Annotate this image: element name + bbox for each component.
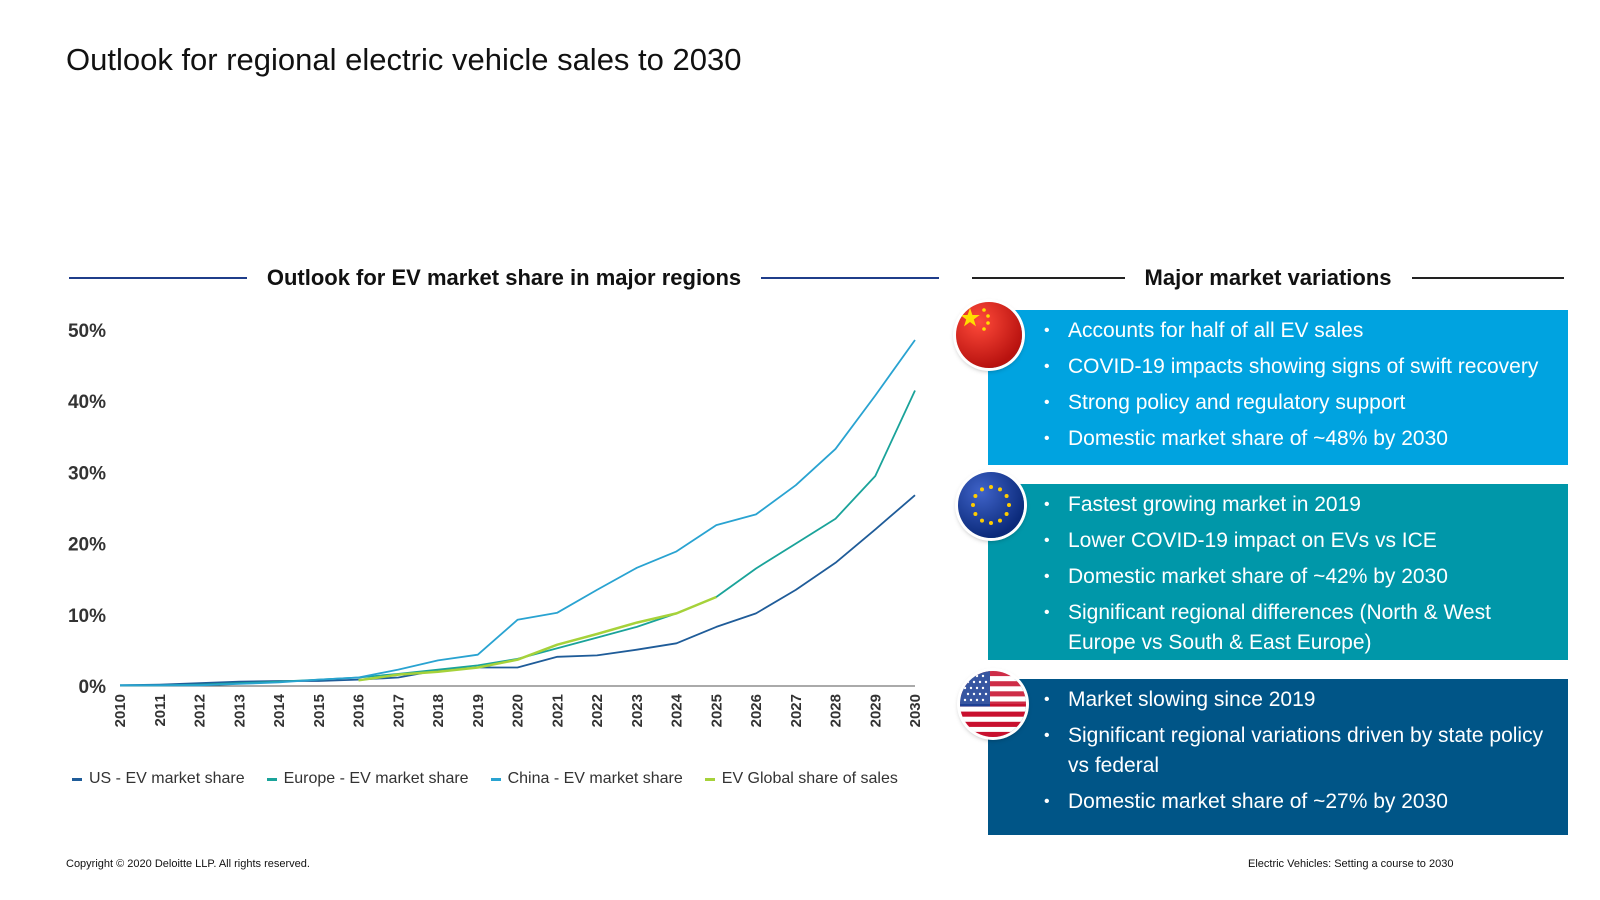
legend-label-china: China - EV market share [507,770,683,787]
series-line-1 [119,494,916,687]
x-tick-label: 2014 [271,693,288,727]
x-tick-label: 2023 [629,694,646,727]
heading-rule-left [972,277,1125,279]
ev-market-share-chart: 0% 10% 20% 30% 40% 50% 2010 2011 2012 2013 2014 201… [68,321,924,727]
x-tick-label: 2019 [470,694,487,727]
x-tick-label: 2020 [510,694,527,727]
china-flag-graphic [956,302,1022,368]
x-tick-label: 2026 [748,694,765,727]
x-tick-label: 2011 [152,694,169,727]
europe-panel: Fastest growing market in 2019 Lower COV… [988,484,1568,660]
x-tick-label: 2018 [430,694,447,727]
x-tick-label: 2029 [867,694,884,727]
europe-bullet: Significant regional differences (North … [1044,598,1556,658]
china-panel: Accounts for half of all EV sales COVID-… [988,310,1568,465]
chart-heading-label: Outlook for EV market share in major reg… [266,265,742,290]
y-tick-label: 30% [68,463,106,484]
legend-swatch-us [72,777,82,781]
china-bullet: Domestic market share of ~48% by 2030 [1044,424,1556,454]
y-tick-label: 20% [68,535,106,556]
china-flag-icon [956,302,1022,368]
y-tick-label: 50% [68,321,106,342]
x-tick-label: 2024 [669,693,686,727]
x-tick-label: 2025 [708,694,725,727]
heading-rule-right [761,277,939,279]
europe-bullet: Lower COVID-19 impact on EVs vs ICE [1044,526,1556,556]
heading-rule-left [69,277,247,279]
variations-heading: Major market variations [972,258,1565,298]
heading-rule-right [1411,277,1565,279]
chart-heading: Outlook for EV market share in major reg… [69,258,939,298]
document-title: Electric Vehicles: Setting a course to 2… [1248,858,1454,870]
x-tick-label: 2027 [788,694,805,727]
x-tick-label: 2021 [549,694,566,727]
x-tick-label: 2012 [192,694,209,727]
x-tick-label: 2013 [231,694,248,727]
x-tick-label: 2017 [390,694,407,727]
x-tick-label: 2015 [311,694,328,727]
europe-bullet: Domestic market share of ~42% by 2030 [1044,562,1556,592]
us-flag-graphic [960,671,1026,737]
legend-label-us: US - EV market share [89,770,245,787]
series-line-2 [120,390,916,687]
y-tick-label: 10% [68,606,106,627]
china-bullet: Strong policy and regulatory support [1044,388,1556,418]
china-bullet: COVID-19 impacts showing signs of swift … [1044,352,1556,382]
x-tick-label: 2022 [589,694,606,727]
eu-flag-icon [958,472,1024,538]
variations-heading-label: Major market variations [1144,265,1392,290]
china-bullet-list: Accounts for half of all EV sales COVID-… [1044,316,1556,454]
x-tick-label: 2028 [828,694,845,727]
legend-swatch-europe [266,777,277,781]
x-tick-label: 2010 [112,694,129,727]
us-flag-icon [960,671,1026,737]
legend-item-us: US - EV market share [72,770,245,788]
us-bullet-list: Market slowing since 2019 Significant re… [1044,685,1556,817]
chart-legend: US - EV market share Europe - EV market … [72,770,898,788]
legend-item-europe: Europe - EV market share [266,770,469,788]
y-tick-label: 40% [68,392,106,413]
legend-item-global: EV Global share of sales [704,770,898,788]
legend-swatch-china [490,777,501,781]
us-bullet: Market slowing since 2019 [1044,685,1556,715]
us-panel: Market slowing since 2019 Significant re… [988,679,1568,835]
china-bullet: Accounts for half of all EV sales [1044,316,1556,346]
us-bullet: Significant regional variations driven b… [1044,721,1556,781]
legend-label-global: EV Global share of sales [721,770,898,787]
x-tick-label: 2030 [907,694,924,727]
legend-item-china: China - EV market share [490,770,683,788]
eu-flag-graphic [958,472,1024,538]
y-tick-label: 0% [79,677,107,698]
series-line-4 [358,595,717,682]
europe-bullet: Fastest growing market in 2019 [1044,490,1556,520]
x-tick-label: 2016 [351,694,368,727]
page-title: Outlook for regional electric vehicle sa… [66,42,742,77]
legend-swatch-global [704,777,715,781]
legend-label-europe: Europe - EV market share [283,770,469,787]
us-bullet: Domestic market share of ~27% by 2030 [1044,787,1556,817]
europe-bullet-list: Fastest growing market in 2019 Lower COV… [1044,490,1556,658]
copyright-text: Copyright © 2020 Deloitte LLP. All right… [66,858,310,870]
series-line-3 [120,339,916,687]
